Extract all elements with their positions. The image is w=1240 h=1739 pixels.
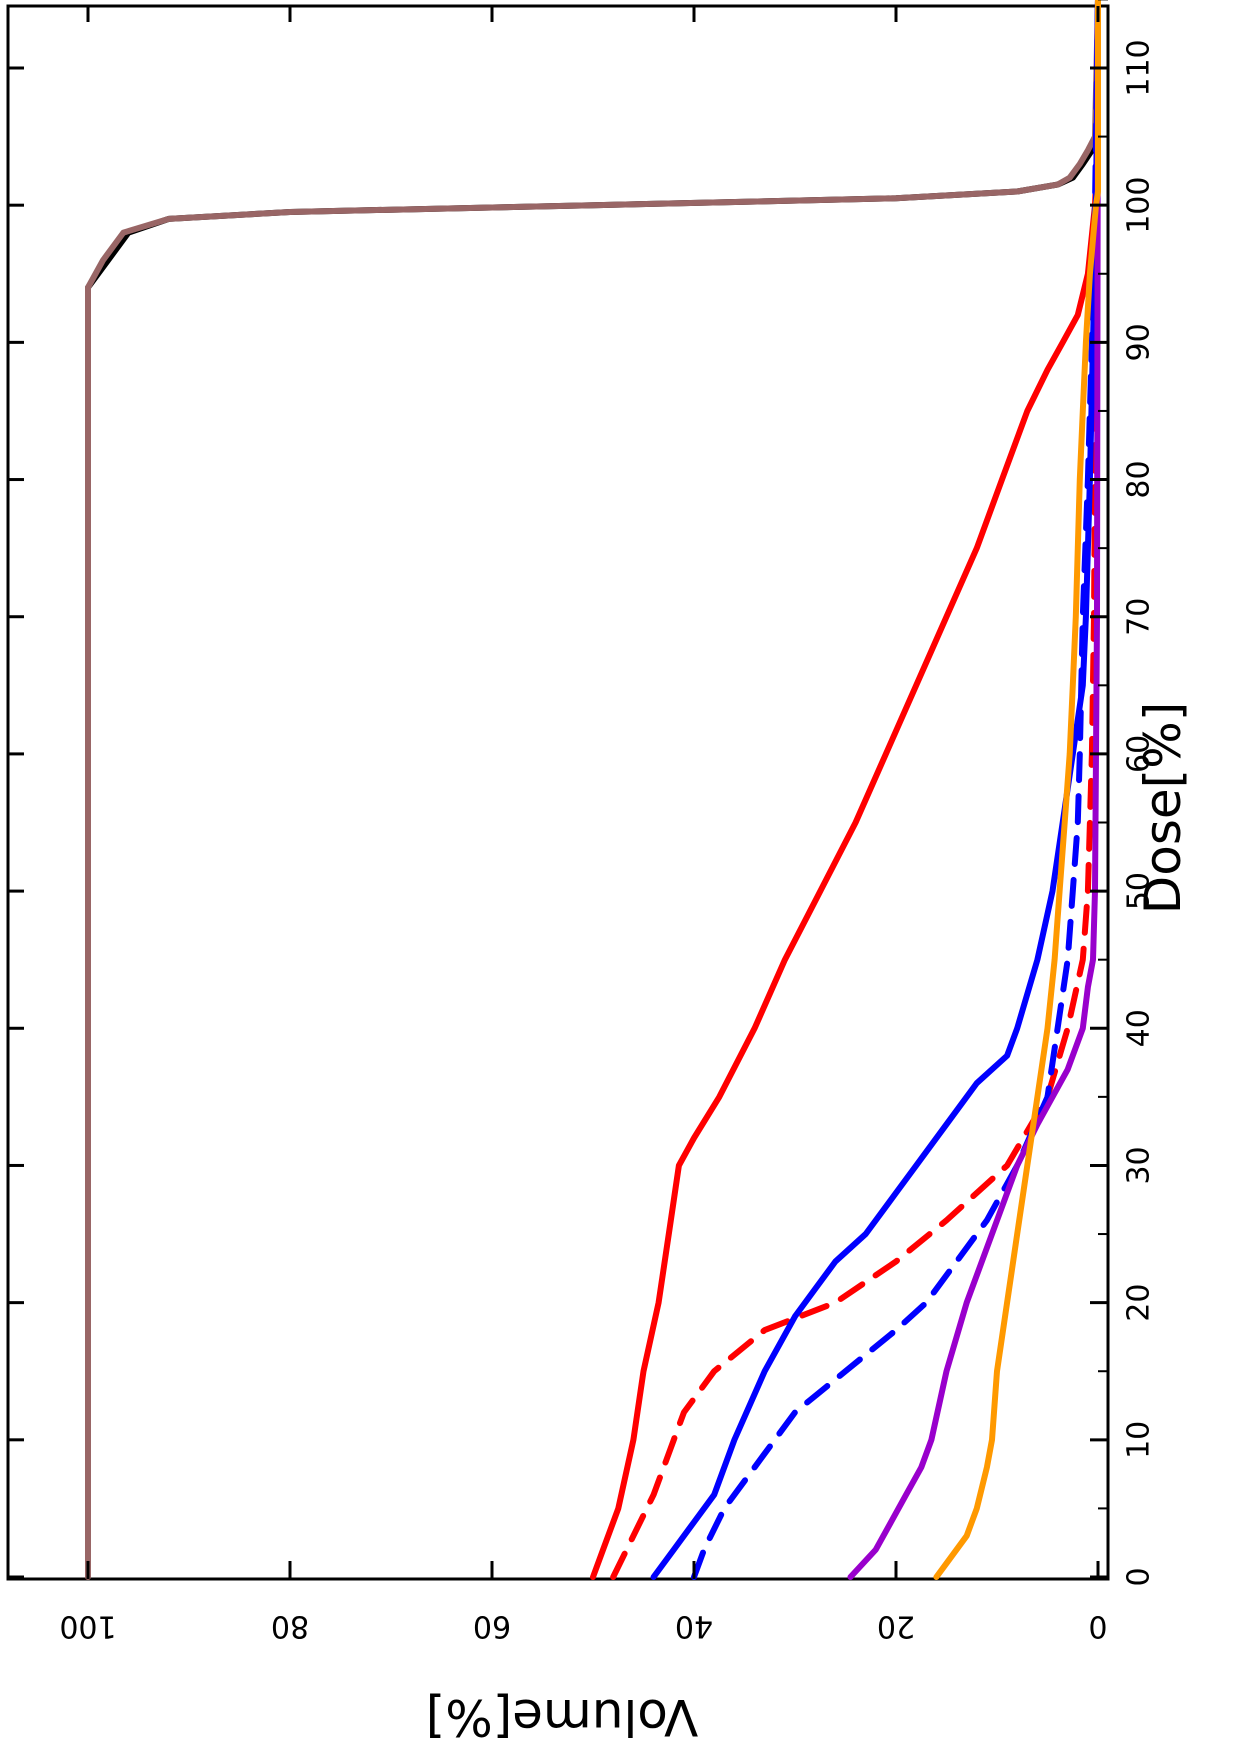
x-tick-label: 110: [1122, 39, 1157, 96]
y-tick-label: 60: [473, 1609, 511, 1644]
series-line-2: [85, 0, 1101, 1580]
series-line-1: [85, 0, 1101, 1580]
dose-axis-ticks: 0 10 20 30 40 50 60 70 80 90 100 110: [8, 0, 1157, 1587]
y-tick-label: 100: [59, 1609, 116, 1644]
x-tick-label: 10: [1122, 1421, 1157, 1459]
series-line-4: [610, 0, 1101, 1580]
x-tick-label: 30: [1122, 1146, 1157, 1184]
x-tick-label: 90: [1122, 323, 1157, 361]
x-tick-label: 20: [1122, 1284, 1157, 1322]
series-line-6: [691, 0, 1101, 1580]
x-tick-label: 0: [1122, 1567, 1157, 1586]
y-axis-label: Volume[%]: [426, 1688, 699, 1739]
y-tick-label: 20: [877, 1609, 915, 1644]
x-tick-label: 100: [1122, 177, 1157, 234]
plot-frame: [6, 4, 1110, 1581]
y-tick-label: 0: [1088, 1609, 1107, 1644]
series-line-8: [933, 0, 1101, 1580]
volume-axis-ticks: 0 20 40 60 80 100: [59, 6, 1108, 1644]
series-line-5: [650, 0, 1101, 1580]
x-tick-label: 50: [1122, 872, 1157, 910]
series-line-3: [590, 0, 1101, 1580]
x-tick-label: 70: [1122, 598, 1157, 636]
x-axis-label: Dose[%]: [1134, 702, 1192, 914]
y-tick-label: 80: [271, 1609, 309, 1644]
x-tick-label: 60: [1122, 735, 1157, 773]
series-layer: [85, 0, 1101, 1580]
x-tick-label: 40: [1122, 1009, 1157, 1047]
y-tick-label: 40: [675, 1609, 713, 1644]
series-line-7: [847, 0, 1101, 1580]
x-tick-label: 80: [1122, 460, 1157, 498]
